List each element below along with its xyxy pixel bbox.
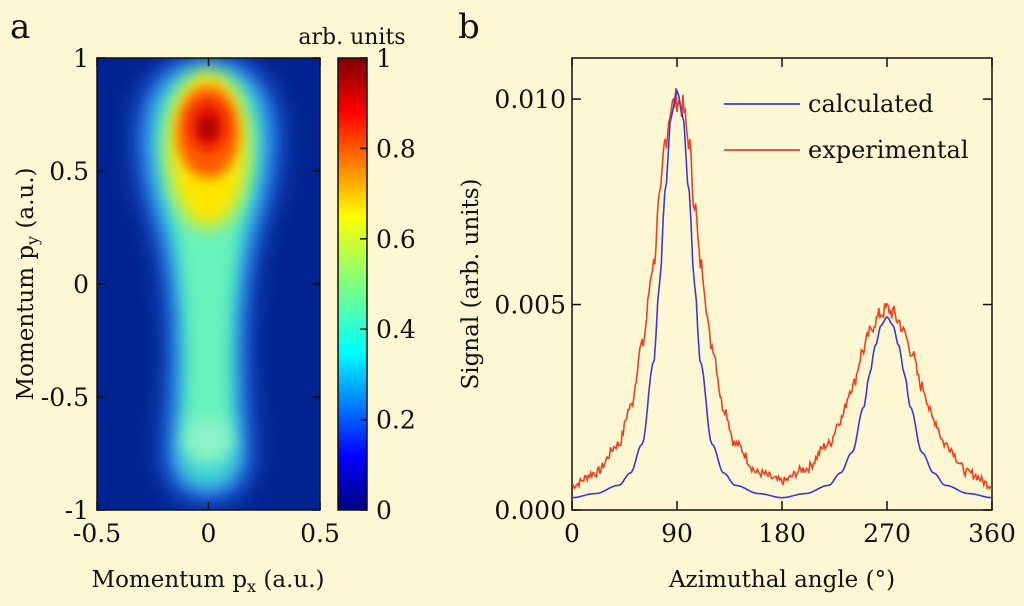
line-chart-x-ticks: 0 90 180 270 360 [564,58,1016,548]
heatmap-x-tick-label: -0.5 [73,519,121,548]
line-chart-y-label: Signal (arb. units) [458,178,484,389]
line-chart-x-tick-label: 270 [863,519,911,548]
colorbar-gradient [337,57,368,511]
legend: calculated experimental [724,90,969,164]
heatmap-y-tick-label: 0 [73,270,89,299]
line-chart-y-ticks: 0.010 0.005 0.000 [494,85,992,525]
heatmap-y-ticks: 1 0.5 0 -0.5 -1 [41,44,320,525]
line-chart-y-tick-label: 0.010 [494,85,566,114]
line-chart-panel: 0 90 180 270 360 0.010 0.005 0.000 calculated … [458,57,1016,593]
colorbar-tick-label: 0 [376,496,392,525]
line-chart-frame [571,57,993,511]
line-chart-y-tick-label: 0.005 [494,291,566,320]
colorbar-ticks: 1 0.8 0.6 0.4 0.2 0 [360,44,416,525]
legend-label-calculated: calculated [808,90,934,118]
series-line-calculated [572,88,992,499]
line-chart-x-tick-label: 360 [968,519,1016,548]
heatmap-x-label: Momentum px (a.u.) [92,567,325,596]
heatmap-x-ticks: -0.5 0 0.5 [73,58,340,548]
legend-label-experimental: experimental [808,136,969,164]
panel-letter-b: b [458,7,480,47]
colorbar-tick-label: 0.4 [376,315,416,344]
line-chart-y-tick-label: 0.000 [494,496,566,525]
heatmap-x-tick-label: 0.5 [300,519,340,548]
colorbar-tick-label: 1 [376,44,392,73]
colorbar-title: arb. units [298,25,405,50]
heatmap-y-tick-label: -1 [65,496,89,525]
line-chart-x-label: Azimuthal angle (°) [668,567,895,593]
heatmap-image [97,58,320,510]
heatmap-panel: -0.5 0 0.5 10.50-0.5-1 Momentum px (a.u.) … [13,44,340,596]
line-chart-x-tick-label: 0 [564,519,580,548]
colorbar-tick-label: 0.6 [376,225,416,254]
line-chart-x-tick-label: 180 [758,519,806,548]
series-line-experimental [572,88,992,491]
colorbar-tick-label: 0.2 [376,406,416,435]
panel-letter-a: a [10,7,30,47]
line-chart-x-tick-label: 90 [661,519,693,548]
heatmap-y-tick-label: 0.5 [49,157,89,186]
heatmap-y-tick-label: -0.5 [41,383,89,412]
heatmap-y-tick-label: 1 [73,44,89,73]
heatmap-y-label: Momentum py (a.u.) [13,168,42,401]
colorbar: arb. units 1 0.8 0.6 0.4 0.2 0 [298,25,415,525]
heatmap-x-tick-label: 0 [201,519,217,548]
colorbar-tick-label: 0.8 [376,134,416,163]
